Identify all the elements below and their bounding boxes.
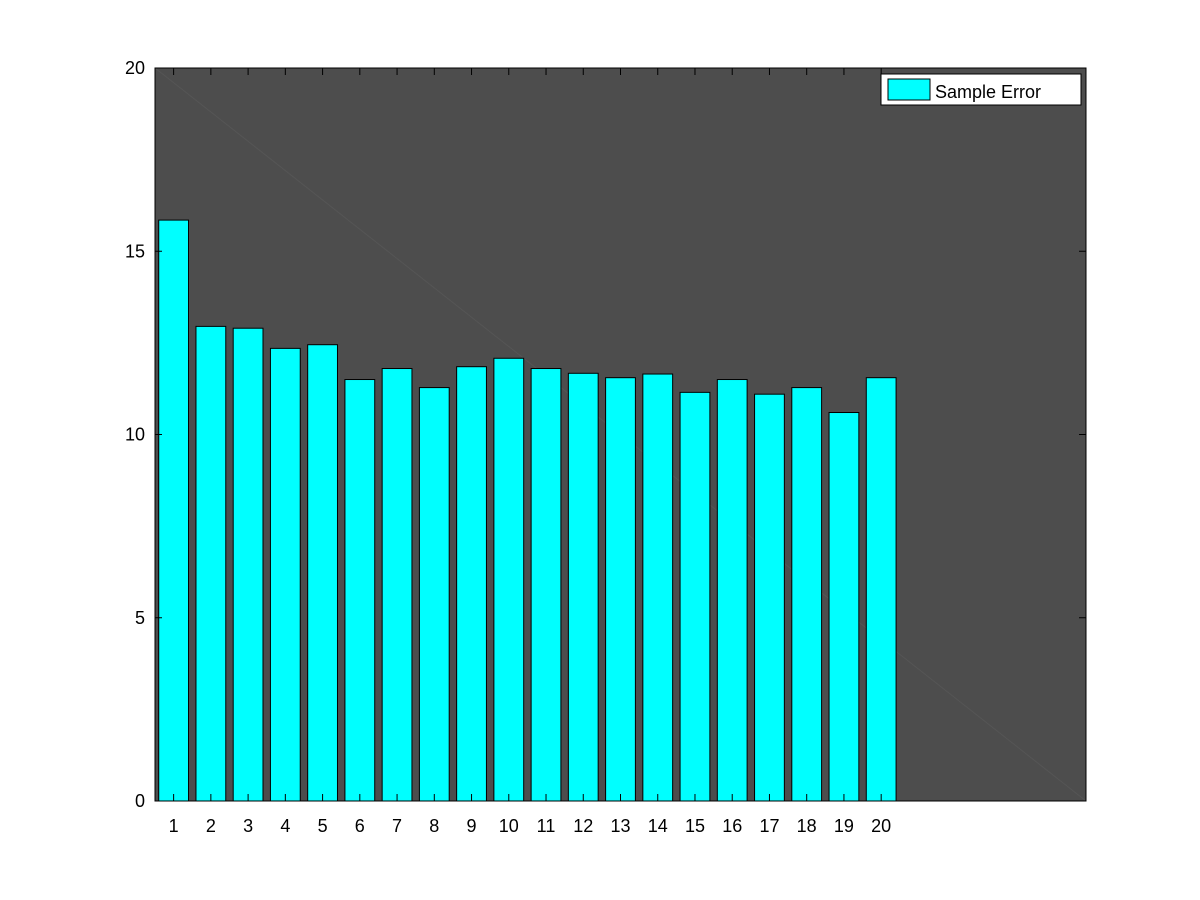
x-tick-label: 3 — [243, 816, 253, 836]
x-tick-label: 13 — [610, 816, 630, 836]
x-tick-label: 2 — [206, 816, 216, 836]
x-tick-label: 12 — [573, 816, 593, 836]
bar-16 — [716, 379, 748, 802]
bar-17 — [754, 393, 785, 802]
x-tick-label: 1 — [169, 816, 179, 836]
x-tick-label: 10 — [499, 816, 519, 836]
x-tick-label: 18 — [797, 816, 817, 836]
x-tick-label: 11 — [537, 816, 556, 836]
legend-swatch — [887, 78, 931, 101]
y-tick-label: 0 — [135, 791, 145, 811]
bar-14 — [642, 373, 674, 802]
bar-8 — [418, 387, 450, 802]
x-tick-label: 17 — [759, 816, 779, 836]
y-tick-label: 15 — [125, 241, 145, 261]
bar-1 — [158, 219, 190, 802]
bar-20 — [865, 377, 897, 802]
x-tick-label: 16 — [722, 816, 742, 836]
x-tick-label: 8 — [429, 816, 439, 836]
bar-9 — [456, 366, 487, 802]
x-tick-label: 9 — [467, 816, 477, 836]
x-tick-label: 6 — [355, 816, 365, 836]
x-tick-label: 15 — [685, 816, 705, 836]
bar-7 — [381, 368, 413, 802]
bar-2 — [195, 325, 227, 802]
bar-15 — [679, 391, 711, 802]
legend: Sample Error — [880, 73, 1082, 106]
bar-4 — [269, 347, 301, 802]
x-tick-label: 5 — [318, 816, 328, 836]
bars-group — [158, 219, 897, 802]
bar-11 — [530, 368, 562, 802]
bar-19 — [828, 412, 860, 802]
x-tick-label: 20 — [871, 816, 891, 836]
bar-6 — [344, 379, 376, 802]
bar-3 — [232, 327, 264, 802]
y-tick-label: 10 — [125, 425, 145, 445]
x-tick-label: 4 — [280, 816, 290, 836]
x-tick-label: 19 — [834, 816, 854, 836]
legend-label: Sample Error — [935, 82, 1041, 102]
bar-12 — [567, 372, 599, 802]
bar-10 — [493, 357, 525, 802]
bar-5 — [307, 344, 338, 802]
x-tick-label: 14 — [648, 816, 668, 836]
y-tick-label: 5 — [135, 608, 145, 628]
bar-13 — [605, 377, 636, 802]
y-tick-label: 20 — [125, 58, 145, 78]
bar-18 — [791, 387, 823, 802]
x-tick-label: 7 — [392, 816, 402, 836]
